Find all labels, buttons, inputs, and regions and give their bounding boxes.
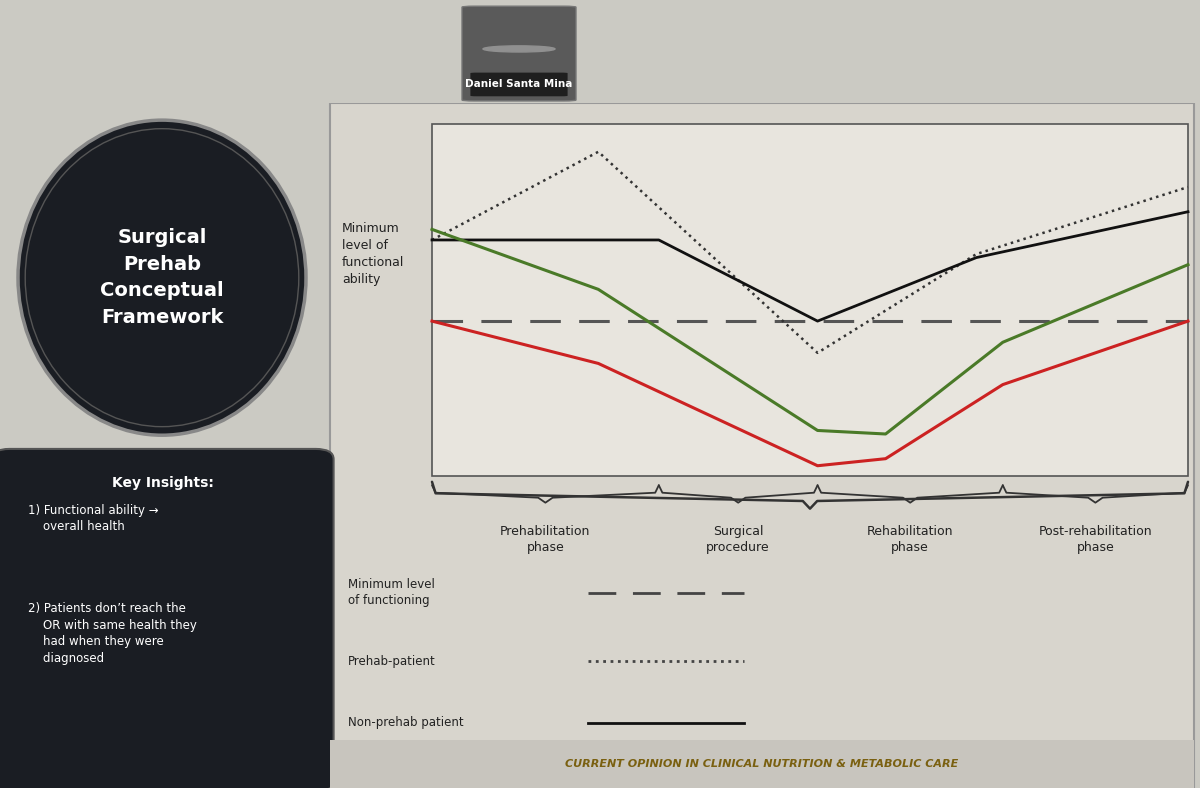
Text: Surgical
Prehab
Conceptual
Framework: Surgical Prehab Conceptual Framework [100,229,224,327]
FancyBboxPatch shape [470,72,568,96]
Text: Minimum level
of functioning: Minimum level of functioning [348,578,434,608]
Text: CURRENT OPINION IN CLINICAL NUTRITION & METABOLIC CARE: CURRENT OPINION IN CLINICAL NUTRITION & … [565,759,959,769]
Text: Prehabilitation
phase: Prehabilitation phase [500,525,590,554]
FancyBboxPatch shape [330,740,1194,788]
Text: 2) Patients don’t reach the
    OR with same health they
    had when they were
: 2) Patients don’t reach the OR with same… [28,602,197,665]
Text: Key Insights:: Key Insights: [112,476,214,490]
FancyBboxPatch shape [330,103,1194,788]
Text: Surgical
procedure: Surgical procedure [707,525,770,554]
Text: Post-rehabilitation
phase: Post-rehabilitation phase [1038,525,1152,554]
Ellipse shape [18,120,306,435]
FancyBboxPatch shape [0,449,334,788]
Text: 1) Functional ability →
    overall health: 1) Functional ability → overall health [28,504,158,533]
FancyBboxPatch shape [432,124,1188,476]
Text: Rehabilitation
phase: Rehabilitation phase [866,525,954,554]
Circle shape [482,46,554,52]
Text: Minimum
level of
functional
ability: Minimum level of functional ability [342,221,404,286]
Text: Non-prehab patient: Non-prehab patient [348,716,463,730]
FancyBboxPatch shape [462,6,576,101]
Text: Prehab-patient: Prehab-patient [348,655,436,667]
Text: Daniel Santa Mina: Daniel Santa Mina [466,80,572,90]
Text: Carli & Zavorsky 2005, Curr Opin Clin Nutr Metab Care: Carli & Zavorsky 2005, Curr Opin Clin Nu… [926,777,1194,786]
